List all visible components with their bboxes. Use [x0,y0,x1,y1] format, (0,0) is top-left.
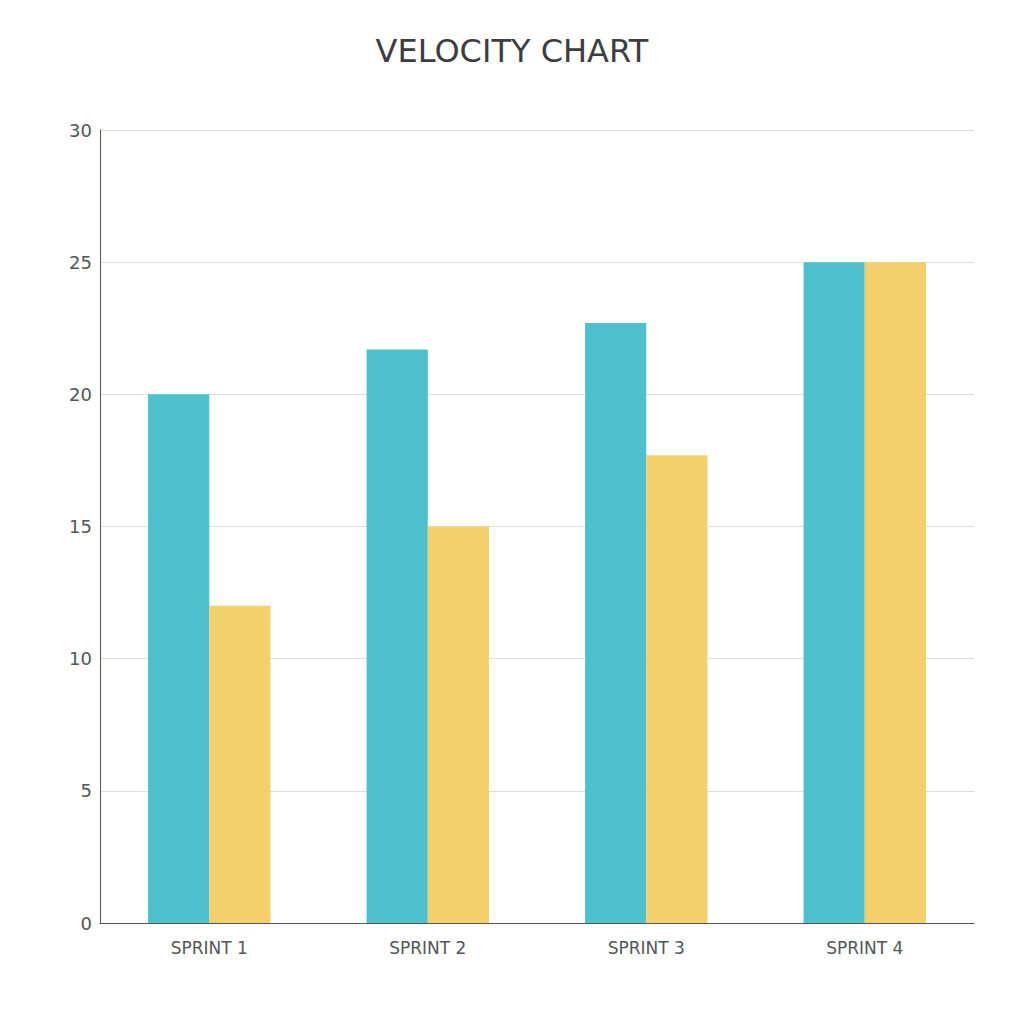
svg-text:5: 5 [81,780,92,801]
svg-text:15: 15 [69,516,92,537]
svg-text:SPRINT 3: SPRINT 3 [608,938,685,958]
svg-text:0: 0 [81,913,92,934]
svg-text:SPRINT 4: SPRINT 4 [826,938,903,958]
svg-text:20: 20 [69,384,92,405]
svg-text:25: 25 [69,252,92,273]
svg-text:30: 30 [69,120,92,141]
svg-text:SPRINT 2: SPRINT 2 [389,938,466,958]
svg-text:10: 10 [69,648,92,669]
svg-text:VELOCITY CHART: VELOCITY CHART [376,32,649,70]
svg-text:SPRINT 1: SPRINT 1 [171,938,248,958]
